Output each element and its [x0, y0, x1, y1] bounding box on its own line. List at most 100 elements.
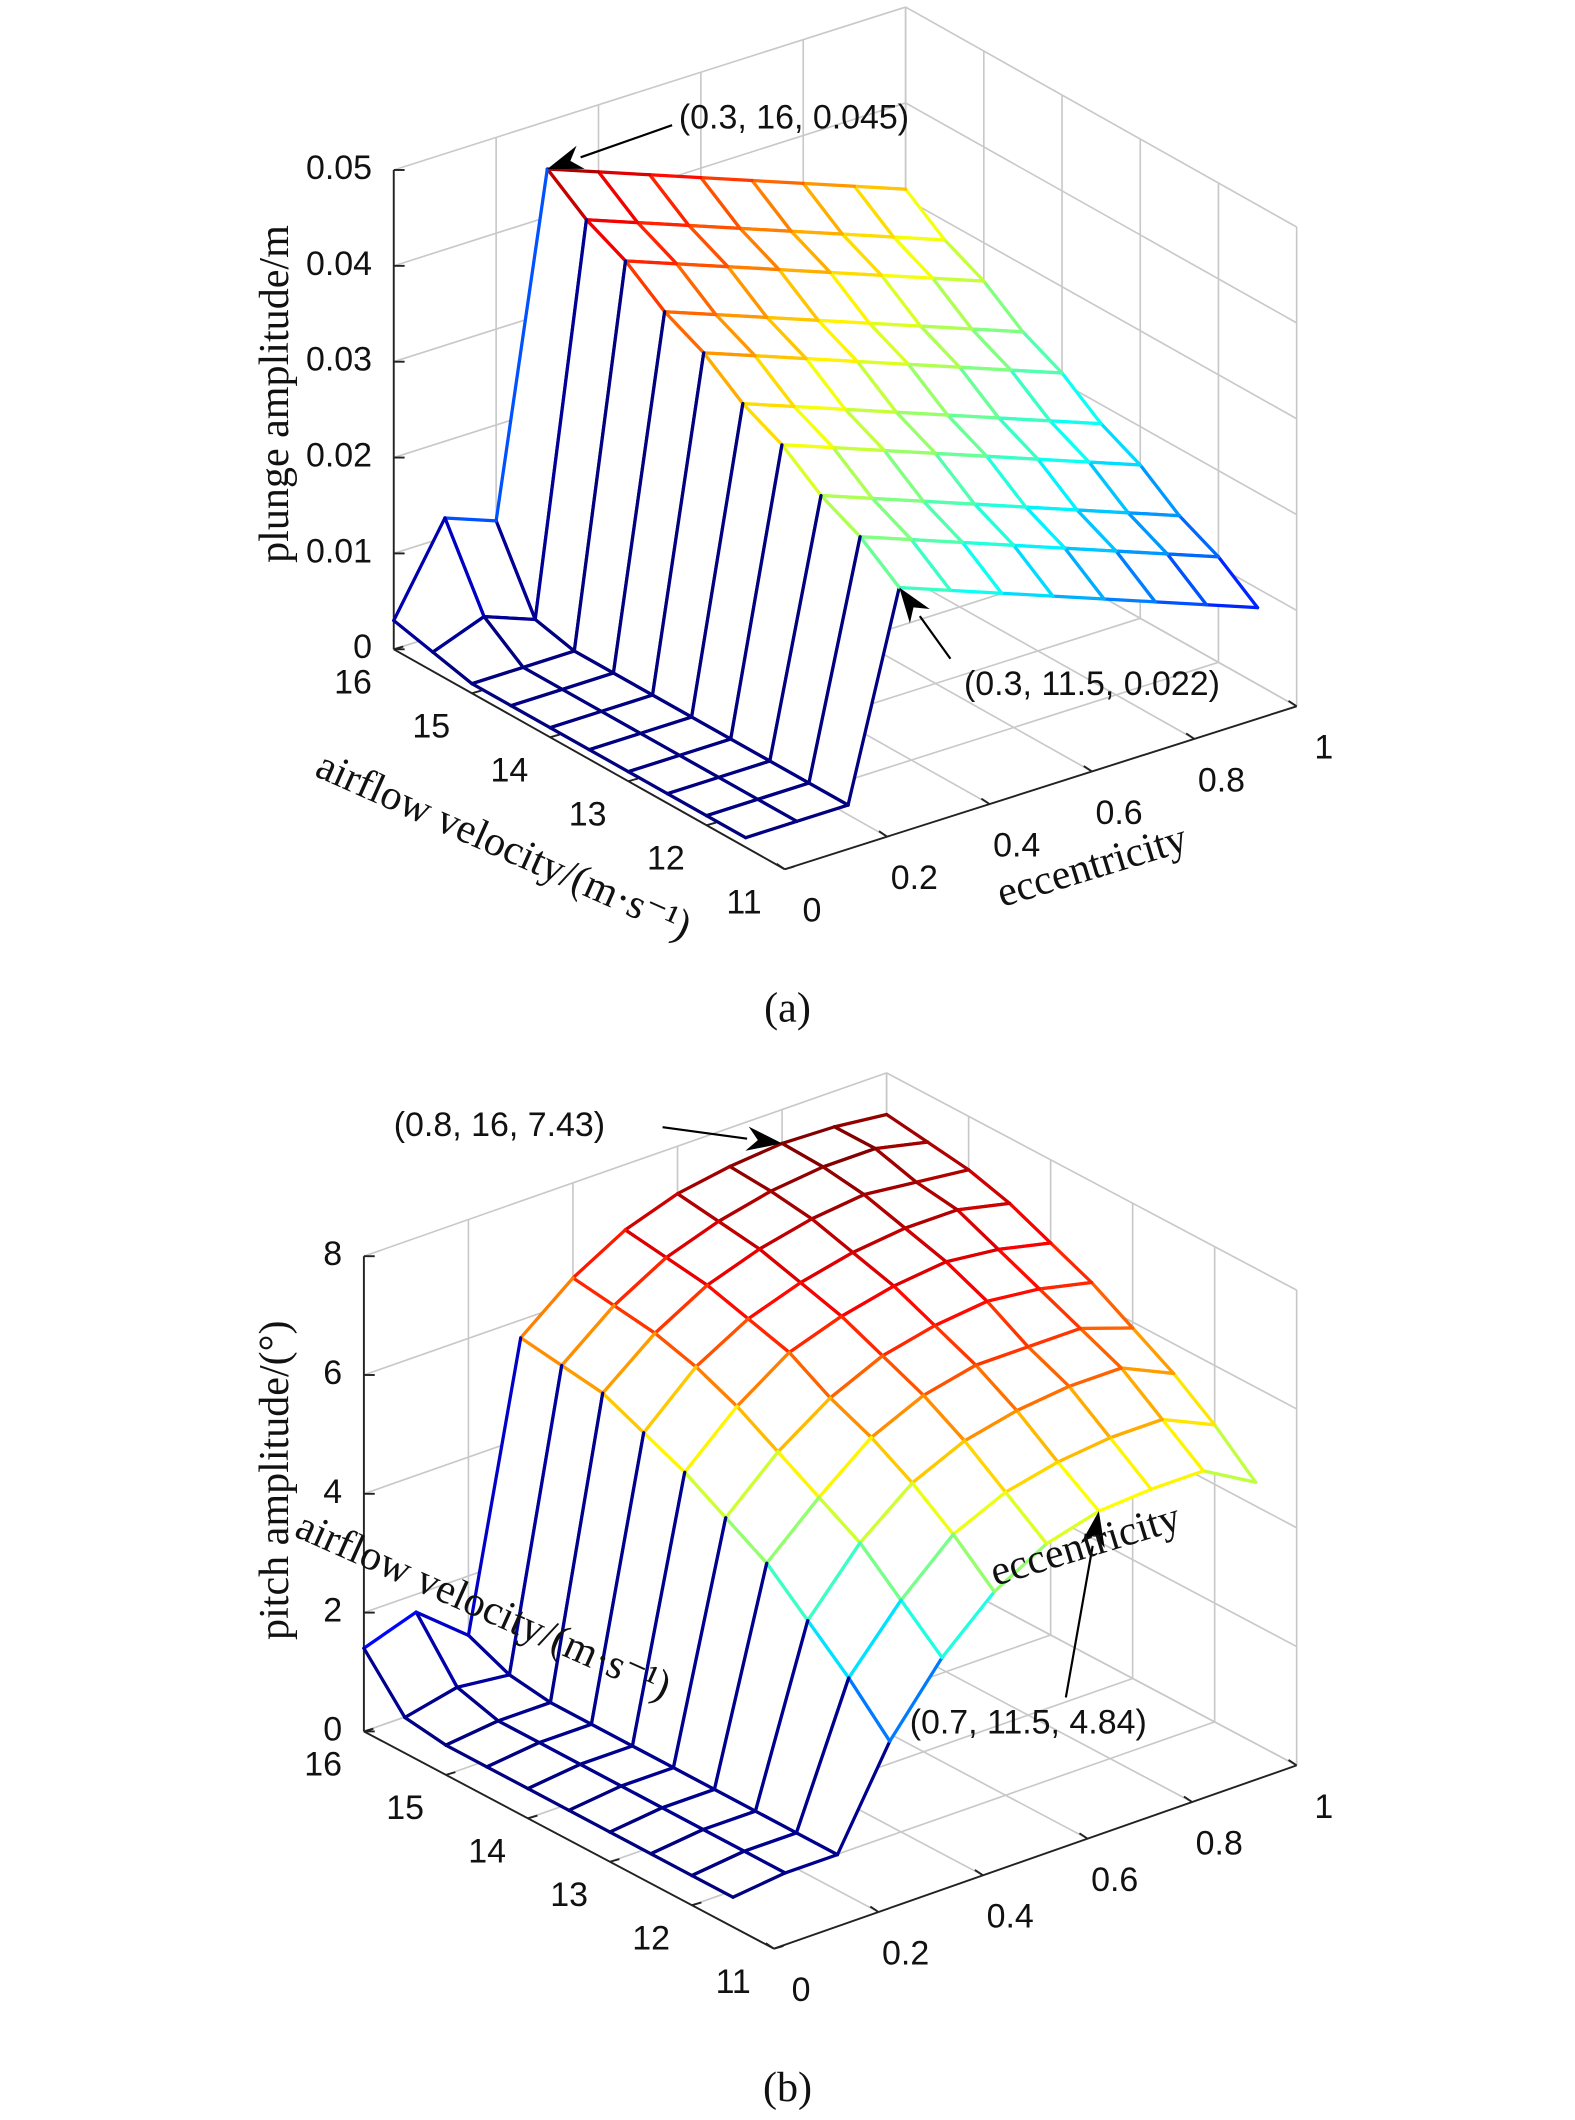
mesh-edge	[768, 759, 811, 785]
mesh-edge	[619, 1784, 664, 1810]
mesh-edge	[509, 687, 564, 708]
mesh-edge	[828, 270, 884, 277]
mesh-edge	[724, 1450, 780, 1520]
mesh-edge	[1056, 1436, 1112, 1464]
annotation-label: (0.3, 11.5, 0.022)	[964, 665, 1220, 703]
surface-cell	[808, 536, 900, 806]
mesh-edge	[750, 178, 805, 186]
mesh-edge	[997, 416, 1052, 423]
surface-cell	[643, 1366, 737, 1473]
surface-cell	[830, 1355, 924, 1438]
surface-cell	[854, 186, 945, 240]
surface-cell	[736, 1352, 831, 1452]
mesh-edge	[466, 1336, 523, 1637]
surface-cell	[707, 1249, 801, 1319]
surface-cell	[1028, 1328, 1122, 1387]
surface-cell	[781, 444, 873, 499]
mesh-edge	[608, 1830, 653, 1856]
mesh-edge	[918, 324, 962, 369]
mesh-edge	[816, 318, 859, 364]
mesh-edge	[728, 1164, 773, 1193]
surface-cell	[998, 418, 1090, 463]
surface-cell	[1039, 1282, 1133, 1329]
mesh-edge	[806, 1541, 862, 1623]
surface-cell	[971, 328, 1063, 374]
mesh-edge	[1108, 1436, 1153, 1491]
mesh-edge	[832, 1125, 877, 1151]
y-tick-label: 14	[468, 1833, 506, 1871]
x-tick	[1078, 1832, 1089, 1840]
x-tick-label: 1	[1314, 729, 1333, 767]
surface-cell	[796, 1677, 890, 1855]
mesh-edge	[507, 1363, 564, 1677]
x-tick-label: 0.2	[882, 1934, 929, 1972]
mesh-edge	[847, 1676, 892, 1743]
mesh-edge	[1114, 549, 1169, 556]
mesh-edge	[664, 1255, 709, 1287]
mesh-edge	[567, 1808, 612, 1834]
y-tick	[773, 1945, 784, 1950]
surface-cell	[691, 403, 782, 740]
mesh-edge	[444, 1719, 500, 1747]
surface-cell	[673, 1517, 767, 1790]
mesh-edge	[675, 262, 730, 269]
mesh-edge	[1067, 1384, 1112, 1440]
mesh-edge	[635, 221, 691, 228]
surface-cell	[649, 174, 740, 229]
surface-cell	[550, 1393, 644, 1725]
mesh-edge	[1051, 594, 1106, 601]
mesh-edge	[879, 273, 935, 280]
mesh-edge	[717, 775, 760, 801]
mesh-edge	[1165, 552, 1221, 559]
mesh-edge	[783, 1852, 840, 1875]
surface-cell	[975, 1346, 1070, 1411]
y-tick	[363, 1727, 374, 1733]
x-tick	[1083, 765, 1093, 773]
surface-cell	[432, 616, 524, 684]
surface-cell	[754, 355, 846, 410]
arrow-head	[547, 145, 585, 170]
surface-cell	[819, 1437, 913, 1543]
mesh-edge	[753, 1618, 810, 1813]
mesh-edge	[494, 167, 549, 523]
mesh-edge	[974, 1363, 1019, 1413]
mesh-edge	[906, 362, 950, 417]
grid-line	[393, 6, 906, 171]
y-tick-label: 12	[647, 840, 685, 878]
mesh-edge	[560, 687, 603, 714]
surface-cell	[664, 311, 755, 356]
mesh-edge	[738, 226, 781, 272]
mesh-edge	[769, 1189, 814, 1221]
mesh-edge	[832, 1112, 889, 1129]
mesh-edge	[414, 1610, 471, 1637]
y-tick-label: 15	[386, 1789, 424, 1827]
surface-cell	[1121, 1368, 1215, 1425]
surface-cell	[848, 1600, 943, 1742]
y-tick	[628, 777, 639, 783]
x-tick-label: 0.8	[1198, 761, 1245, 799]
mesh-edge	[362, 1646, 407, 1720]
z-tick-label: 0.05	[306, 149, 372, 187]
mesh-edge	[626, 770, 670, 796]
mesh-edge	[1044, 1509, 1101, 1546]
x-tick	[1185, 732, 1195, 740]
mesh-edge	[970, 327, 1013, 372]
panel-caption: (b)	[763, 2064, 812, 2111]
surface-cell	[872, 498, 963, 543]
surface-cell	[896, 412, 987, 457]
x-tick	[765, 1942, 775, 1950]
surface-cell	[769, 495, 861, 784]
z-tick-label: 0	[353, 628, 372, 666]
mesh-edge	[496, 1700, 553, 1723]
mesh-edge	[560, 671, 616, 692]
x-tick-label: 0.6	[1091, 1861, 1138, 1899]
mesh-edge	[951, 1532, 996, 1594]
mesh-edge	[545, 167, 601, 174]
mesh-edge	[899, 1532, 955, 1602]
surface-cell	[901, 1534, 995, 1658]
mesh-edge	[599, 693, 655, 714]
mesh-edge	[650, 351, 706, 697]
surface-cell	[444, 517, 536, 620]
x-tick-label: 0	[792, 1971, 811, 2009]
mesh-edge	[548, 709, 603, 730]
